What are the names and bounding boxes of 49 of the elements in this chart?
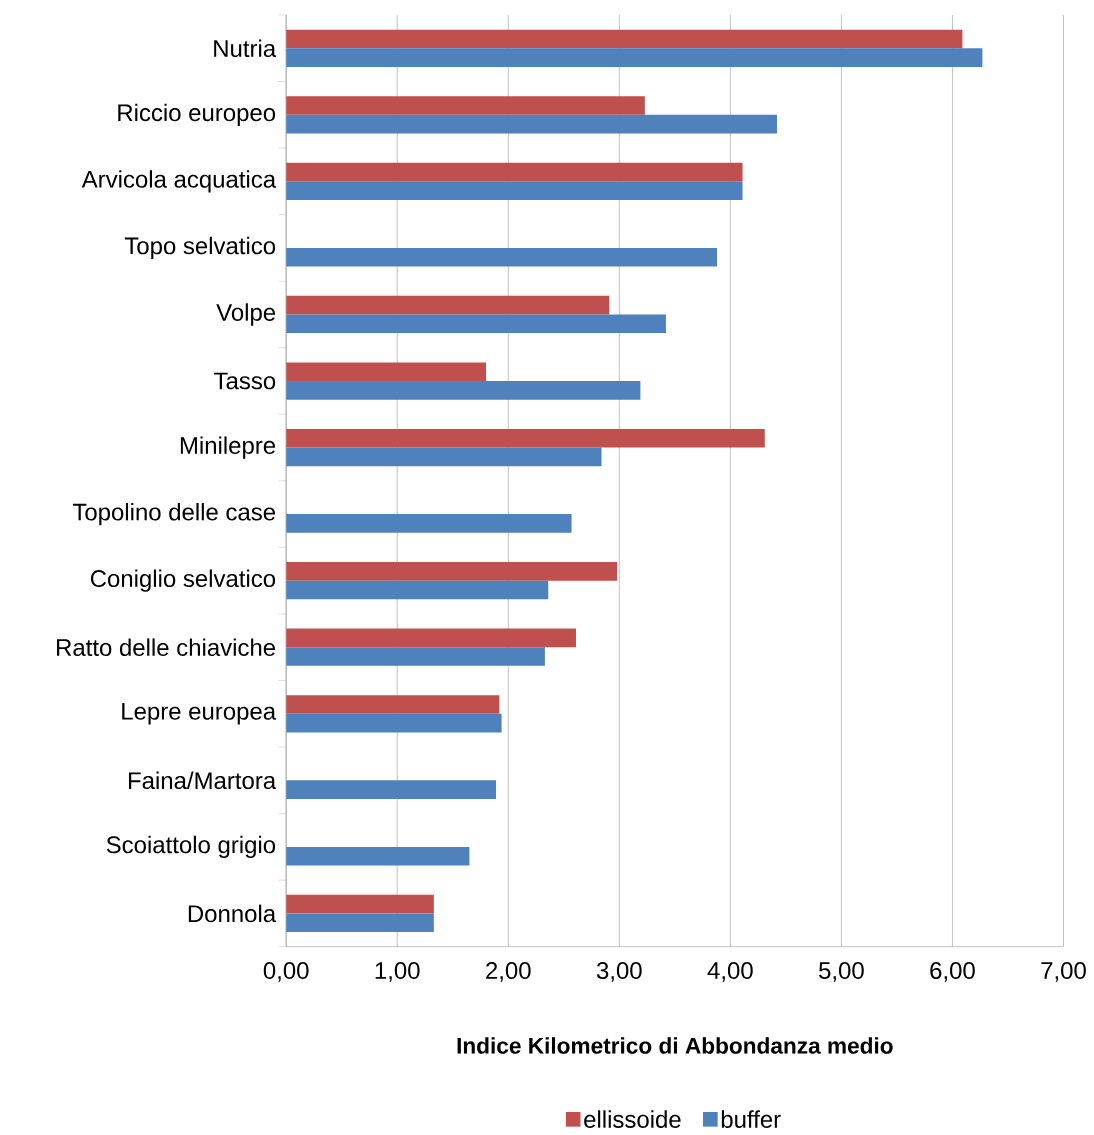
bar <box>286 181 743 200</box>
x-tick-label: 5,00 <box>818 962 864 982</box>
y-tick-label: Faina/Martora <box>128 771 277 790</box>
x-tick-label: 1,00 <box>375 962 420 982</box>
x-tick-label: 2,00 <box>486 962 531 982</box>
bar <box>286 381 641 400</box>
legend-label: ellissoide <box>584 1110 681 1128</box>
y-tick-label: Topo selvatico <box>124 236 276 260</box>
x-axis-title: Indice Kilometrico di Abbondanza medio <box>457 1037 893 1054</box>
y-tick-label: Coniglio selvatico <box>90 569 276 592</box>
bar <box>286 96 645 115</box>
bar <box>286 114 777 134</box>
x-tick-label: 6,00 <box>930 962 975 982</box>
bar <box>286 48 983 67</box>
bar <box>286 29 963 49</box>
bar <box>286 362 486 382</box>
y-tick-label: Lepre europea <box>122 703 277 725</box>
bar <box>286 846 470 866</box>
bar <box>286 428 765 448</box>
bar <box>286 295 610 315</box>
bar <box>286 780 496 799</box>
y-tick-label: Arvicola acquatica <box>81 170 277 193</box>
bar <box>286 894 434 914</box>
y-tick-label: Donnola <box>188 904 277 923</box>
bar <box>286 447 602 467</box>
bar <box>286 580 549 600</box>
bar <box>286 628 576 648</box>
y-tick-label: Riccio europeo <box>118 103 276 126</box>
y-tick-label: Minilepre <box>180 436 275 459</box>
bar <box>286 647 545 666</box>
y-tick-label: Ratto delle chiaviche <box>56 638 275 657</box>
x-tick-label: 0,00 <box>263 962 309 982</box>
bar <box>286 162 743 182</box>
x-tick-label: 7,00 <box>1041 962 1086 982</box>
y-tick-label: Volpe <box>216 303 276 326</box>
y-tick-label: Nutria <box>214 39 277 58</box>
bar <box>286 247 717 267</box>
y-tick-label: Topolino delle case <box>72 502 275 526</box>
bar <box>286 713 502 733</box>
bar <box>286 514 572 533</box>
y-tick-label: Tasso <box>214 372 276 390</box>
bar <box>286 314 666 334</box>
y-tick-label: Scoiattolo grigio <box>106 835 276 859</box>
legend-label: buffer <box>721 1110 781 1128</box>
bar <box>286 913 434 933</box>
bar <box>286 562 618 581</box>
bar <box>286 695 500 714</box>
x-tick-label: 3,00 <box>596 962 642 982</box>
x-tick-label: 4,00 <box>707 962 753 982</box>
